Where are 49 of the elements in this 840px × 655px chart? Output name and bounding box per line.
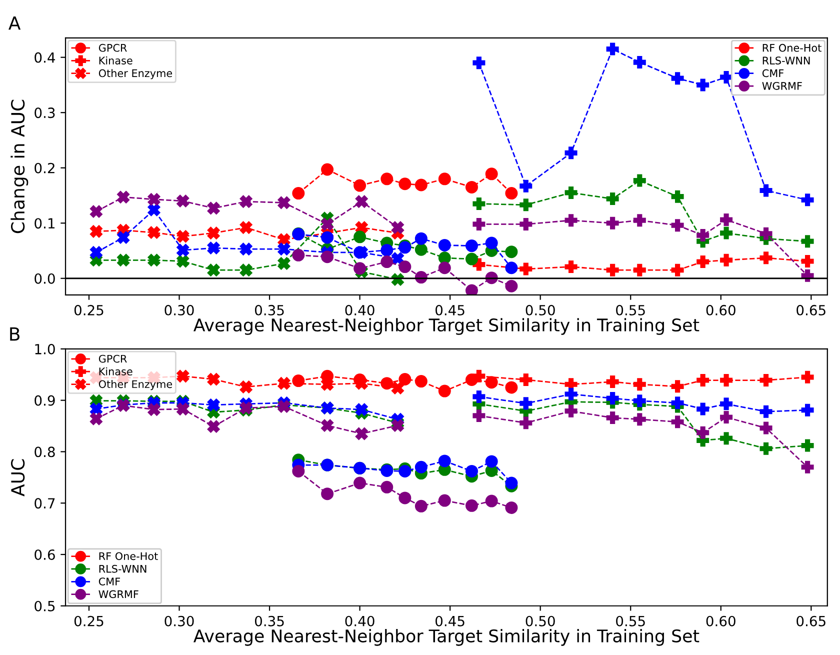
y-tick-label: 0.3 bbox=[34, 108, 55, 118]
annotation: GPCR bbox=[98, 354, 127, 363]
y-tick-label: 0.5 bbox=[34, 600, 55, 612]
annotation: Kinase bbox=[99, 367, 132, 376]
x-tick-label: 0.50 bbox=[526, 304, 555, 316]
x-tick-label: 0.55 bbox=[616, 616, 645, 626]
x-tick-label: 0.35 bbox=[254, 304, 284, 316]
y-tick-label: 0.4 bbox=[34, 52, 56, 63]
legend-label: CMF bbox=[762, 69, 784, 78]
annotation: Other Enzyme bbox=[98, 380, 172, 390]
x-tick-label: 0.25 bbox=[74, 304, 104, 316]
y-axis-title: AUC bbox=[11, 459, 25, 496]
legend-label: RF One-Hot bbox=[762, 44, 822, 52]
x-tick-label: 0.40 bbox=[345, 616, 374, 626]
y-tick-label: 0.0 bbox=[34, 273, 55, 284]
y-tick-label: 0.2 bbox=[34, 162, 54, 174]
y-tick-label: 0.9 bbox=[34, 395, 55, 406]
x-tick-label: 0.25 bbox=[74, 616, 104, 626]
y-axis-title: Change in AUC bbox=[10, 100, 28, 234]
y-tick-label: 0.6 bbox=[34, 549, 55, 560]
annotation: GPCR bbox=[98, 44, 127, 52]
x-tick-label: 0.40 bbox=[345, 304, 374, 316]
x-tick-label: 0.30 bbox=[164, 304, 194, 316]
legend-label: WGRMF bbox=[762, 82, 802, 90]
y-tick-label: 0.1 bbox=[34, 218, 55, 229]
legend-label: CMF bbox=[98, 578, 120, 586]
legend-label: RLS-WNN bbox=[762, 56, 810, 64]
chart-title: B bbox=[10, 327, 20, 341]
x-axis-title: Average Nearest-Neighbor Target Similarity in Training Set bbox=[194, 318, 700, 335]
legend-label: WGRMF bbox=[98, 590, 138, 598]
legend-label: RF One-Hot bbox=[99, 552, 158, 560]
annotation: Other Enzyme bbox=[98, 69, 172, 80]
x-tick-label: 0.35 bbox=[254, 616, 284, 626]
x-tick-label: 0.65 bbox=[796, 304, 826, 316]
x-tick-label: 0.45 bbox=[436, 616, 464, 626]
annotation: Kinase bbox=[99, 56, 132, 64]
y-tick-label: 0.8 bbox=[34, 446, 55, 458]
x-tick-label: 0.60 bbox=[706, 304, 736, 316]
chart-title: A bbox=[8, 16, 21, 30]
x-tick-label: 0.30 bbox=[164, 616, 194, 626]
y-tick-label: 1.0 bbox=[35, 344, 55, 354]
x-tick-label: 0.55 bbox=[616, 304, 645, 316]
legend-label: RLS-WNN bbox=[99, 564, 146, 573]
x-tick-label: 0.50 bbox=[526, 616, 555, 626]
x-tick-label: 0.60 bbox=[706, 616, 736, 626]
y-tick-label: 0.7 bbox=[34, 498, 55, 509]
x-tick-label: 0.45 bbox=[436, 304, 464, 316]
x-axis-title: Average Nearest-Neighbor Target Similarity in Training Set bbox=[194, 629, 700, 646]
x-tick-label: 0.65 bbox=[796, 616, 826, 626]
